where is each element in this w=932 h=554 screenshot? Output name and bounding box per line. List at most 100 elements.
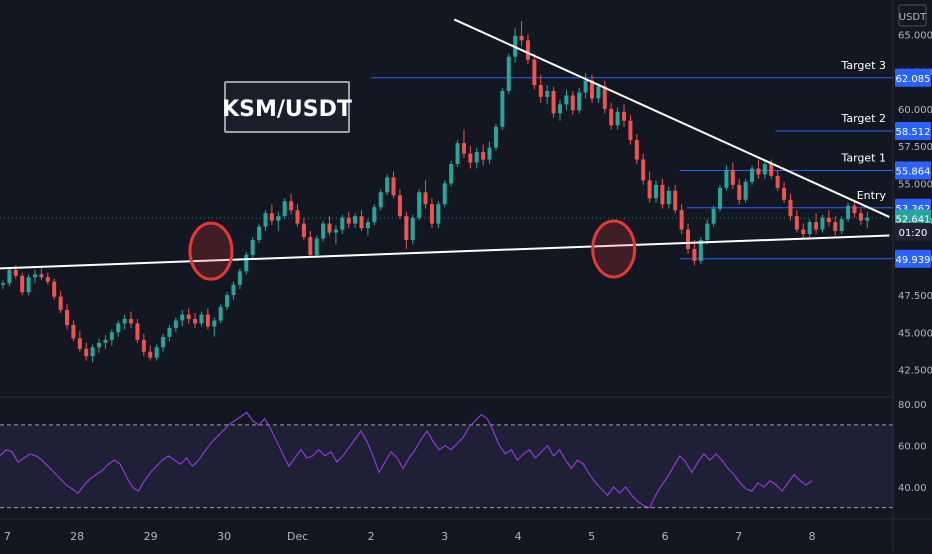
highlight-circle xyxy=(591,219,637,279)
candle-body xyxy=(762,164,767,175)
candle-body xyxy=(865,217,870,221)
candle-body xyxy=(641,159,646,181)
price-tick-label: 55.000 xyxy=(898,179,932,190)
candle-body xyxy=(103,339,108,343)
currency-button[interactable]: USDT xyxy=(898,4,927,27)
candle-body xyxy=(686,229,691,249)
price-tag-label: 53.362 xyxy=(896,204,931,215)
candle-body xyxy=(52,281,57,297)
candle-body xyxy=(404,216,409,240)
candle-body xyxy=(570,95,575,111)
chart-title: KSM/USDT xyxy=(222,97,352,122)
candle-body xyxy=(26,277,31,293)
candle-body xyxy=(449,164,454,184)
price-tick-label: 45.000 xyxy=(898,328,932,339)
title-box: KSM/USDT xyxy=(222,81,352,133)
rsi-tick-label: 60.00 xyxy=(898,442,927,453)
candle-body xyxy=(161,336,166,348)
candle-body xyxy=(621,111,626,121)
candle-body xyxy=(193,318,198,324)
candle-body xyxy=(90,347,95,357)
candle-body xyxy=(615,111,620,126)
candle-body xyxy=(487,147,492,160)
candle-body xyxy=(109,332,114,340)
time-tick-label: 5 xyxy=(588,530,595,543)
time-tick-label: 28 xyxy=(70,530,84,543)
candle-body xyxy=(826,217,831,223)
candle-body xyxy=(718,187,723,209)
candle-body xyxy=(186,314,191,319)
candle-body xyxy=(199,314,204,324)
candle-body xyxy=(353,216,358,224)
rsi-tick-label: 40.00 xyxy=(898,483,927,494)
candle-body xyxy=(423,192,428,205)
target-annotation: Target 1 xyxy=(840,151,886,164)
candle-body xyxy=(314,238,319,255)
time-tick-label: 8 xyxy=(809,530,816,543)
candle-body xyxy=(711,208,716,224)
candle-body xyxy=(596,86,601,99)
target-annotation: Target 2 xyxy=(840,112,886,125)
candle-body xyxy=(231,284,236,296)
candle-body xyxy=(628,120,633,141)
candle-body xyxy=(538,85,543,97)
candle-body xyxy=(557,104,562,114)
candle-body xyxy=(346,217,351,224)
candle-body xyxy=(340,217,345,230)
highlight-circles xyxy=(188,219,637,281)
candle-body xyxy=(474,152,479,163)
candle-body xyxy=(263,213,268,227)
price-tag xyxy=(895,249,931,268)
candle-body xyxy=(276,216,281,221)
candle-body xyxy=(39,274,44,278)
candle-body xyxy=(321,223,326,239)
candle-body xyxy=(237,271,242,285)
candle-body xyxy=(20,275,25,293)
candle-body xyxy=(378,192,383,208)
candle-body xyxy=(301,223,306,238)
price-tag-label: 55.864 xyxy=(896,166,931,177)
candle-body xyxy=(692,248,697,261)
candle-body xyxy=(814,222,819,230)
candle-body xyxy=(173,320,178,328)
candle-body xyxy=(468,153,473,163)
candle-body xyxy=(807,222,812,235)
candle-body xyxy=(500,90,505,127)
price-tick-label: 57.500 xyxy=(898,142,932,153)
candlesticks xyxy=(1,20,870,363)
rsi-band xyxy=(0,424,893,508)
candle-body xyxy=(250,240,255,255)
candle-body xyxy=(493,126,498,148)
target-annotation: Entry xyxy=(857,189,887,202)
rsi-panel xyxy=(0,411,893,509)
time-tick-label: 7 xyxy=(735,530,742,543)
candle-body xyxy=(705,223,710,240)
time-tick-label: Dec xyxy=(287,530,308,543)
trendline-ascending-support xyxy=(0,234,890,270)
candle-body xyxy=(525,40,530,60)
candle-body xyxy=(481,152,486,160)
price-tag xyxy=(895,68,931,87)
candle-body xyxy=(77,338,82,349)
candle-body xyxy=(244,254,249,272)
candle-body xyxy=(397,195,402,217)
time-tick-label: 4 xyxy=(515,530,522,543)
candle-body xyxy=(1,283,5,285)
candle-body xyxy=(634,140,639,160)
price-tag-label: 01:20 xyxy=(899,228,928,239)
candle-body xyxy=(13,269,18,276)
candle-body xyxy=(65,310,70,325)
candle-body xyxy=(308,237,313,255)
time-tick-label: 7 xyxy=(4,530,11,543)
candle-body xyxy=(564,95,569,105)
candle-body xyxy=(225,295,230,308)
candle-body xyxy=(583,80,588,93)
candle-body xyxy=(180,314,185,321)
candle-body xyxy=(58,296,63,311)
candle-body xyxy=(602,86,607,109)
candle-body xyxy=(84,348,89,357)
candle-body xyxy=(289,201,294,211)
candle-body xyxy=(794,216,799,230)
candle-body xyxy=(122,318,127,324)
